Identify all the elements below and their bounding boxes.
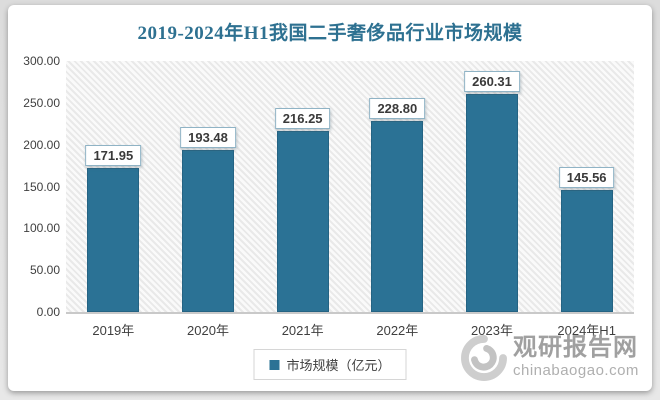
bar-value-label: 171.95 xyxy=(85,145,142,167)
chart-title: 2019-2024年H1我国二手奢侈品行业市场规模 xyxy=(137,23,523,44)
bar-2023年: 260.31 xyxy=(464,71,520,312)
y-tick-label: 0.00 xyxy=(36,305,60,319)
bar-2020年: 193.48 xyxy=(180,127,236,312)
x-tick-label: 2019年 xyxy=(92,323,135,338)
watermark-site-url: chinabaogao.com xyxy=(513,361,639,379)
y-tick-label: 300.00 xyxy=(23,54,60,68)
y-tick-label: 200.00 xyxy=(23,137,60,152)
x-tick-label: 2023年 xyxy=(471,323,513,338)
y-axis: 300.00 250.00 200.00 150.00 100.00 50.00 0.00 xyxy=(8,54,60,319)
bar-2024年H1: 145.56 xyxy=(558,167,615,312)
x-tick-label: 2021年 xyxy=(281,323,324,338)
y-tick-label: 100.00 xyxy=(23,221,60,236)
bar-value-label: 228.80 xyxy=(369,97,426,119)
chart-card: 2019-2024年H1我国二手奢侈品行业市场规模 300.00 250.00 20… xyxy=(8,5,652,391)
watermark-site-name: 观研报告网 xyxy=(513,334,638,361)
x-tick-label: 2020年 xyxy=(187,323,229,338)
y-tick-label: 150.00 xyxy=(23,179,60,194)
x-axis: 2019年 2020年 2021年 2022年 2023年 2024年H1 xyxy=(66,320,634,340)
bar-value-label: 260.31 xyxy=(464,71,520,93)
bar-2022年: 228.80 xyxy=(369,97,426,312)
y-tick-label: 50.00 xyxy=(29,263,60,278)
plot-area: 171.95 193.48 216.25 228.80 260.31 145.56 xyxy=(66,61,634,314)
watermark: 观研报告网 chinabaogao.com xyxy=(458,328,639,384)
watermark-swirl-logo-icon xyxy=(461,335,507,381)
y-tick-label: 250.00 xyxy=(23,95,60,110)
x-tick-label: 2024年H1 xyxy=(557,323,616,338)
x-tick-label: 2022年 xyxy=(376,323,419,338)
bar-value-label: 193.48 xyxy=(180,127,236,149)
legend-swatch-icon xyxy=(269,360,280,370)
bar-2019年: 171.95 xyxy=(85,145,142,312)
legend-label: 市场规模（亿元） xyxy=(286,358,391,373)
bar-value-label: 145.56 xyxy=(558,167,615,189)
bar-value-label: 216.25 xyxy=(274,108,331,130)
bar-2021年: 216.25 xyxy=(274,108,331,312)
legend: 市场规模（亿元） xyxy=(253,349,407,380)
watermark-text: 观研报告网 chinabaogao.com xyxy=(513,334,639,379)
